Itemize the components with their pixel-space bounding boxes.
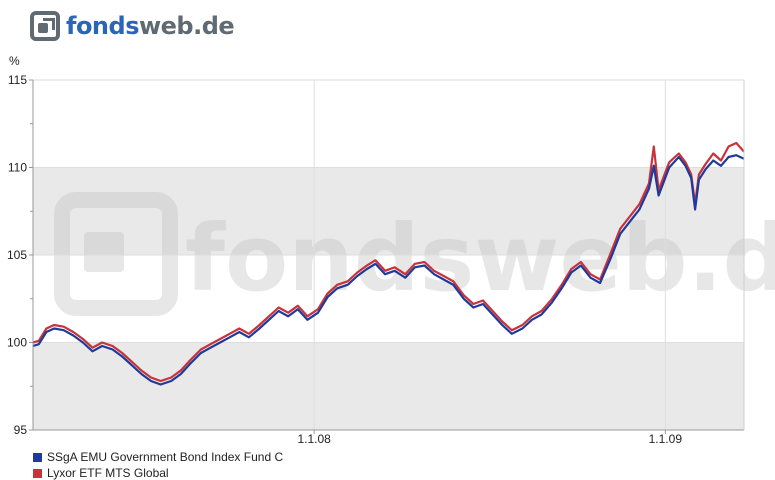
band-95-100 [33, 342, 744, 430]
legend-swatch-1 [33, 452, 42, 462]
watermark-text: fondsweb.de [185, 205, 775, 312]
y-tick-label-105: 105 [7, 248, 27, 262]
legend-label-2: Lyxor ETF MTS Global [47, 466, 169, 480]
y-unit-label: % [9, 54, 20, 68]
legend-item-1: SSgA EMU Government Bond Index Fund C [33, 450, 283, 464]
x-tick-label-1: 1.1.09 [649, 432, 683, 446]
watermark: fondsweb.de [54, 192, 775, 316]
gridlines [33, 79, 744, 431]
x-tick-labels: 1.1.08 1.1.09 [297, 432, 682, 446]
y-tick-labels: 95 100 105 110 115 [7, 73, 27, 437]
x-tick-label-0: 1.1.08 [297, 432, 331, 446]
fondsweb-logo[interactable]: fondsweb.de [30, 8, 235, 44]
logo-wordmark: fondsweb.de [66, 12, 235, 40]
watermark-icon [54, 192, 178, 316]
y-tick-label-95: 95 [14, 423, 28, 437]
y-tick-label-115: 115 [8, 73, 27, 87]
band-105-110 [33, 167, 744, 255]
series-line-1 [32, 154, 745, 386]
series-lines [32, 141, 745, 386]
series-line-2 [32, 141, 745, 383]
legend-swatch-2 [33, 468, 42, 478]
background-bands [33, 167, 744, 430]
legend-label-1: SSgA EMU Government Bond Index Fund C [47, 450, 284, 464]
y-tick-label-100: 100 [7, 336, 27, 350]
watermark-icon-inner [84, 232, 124, 272]
legend-item-2: Lyxor ETF MTS Global [33, 466, 169, 480]
logo-icon [30, 11, 60, 41]
axes [29, 79, 745, 434]
y-tick-label-110: 110 [8, 161, 27, 175]
